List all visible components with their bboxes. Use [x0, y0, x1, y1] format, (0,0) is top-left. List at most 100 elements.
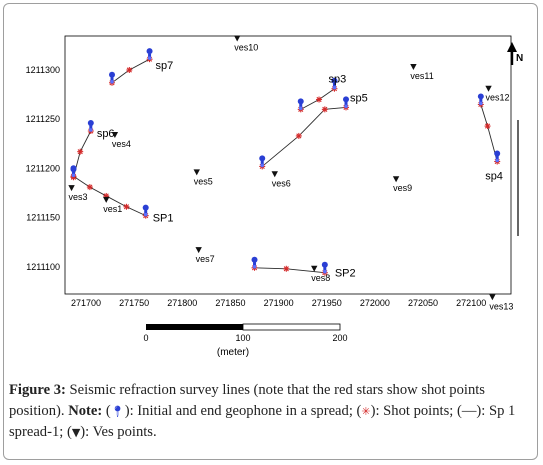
ves-triangle-icon: [392, 176, 400, 183]
scale-bar: 0 100 200 (meter): [143, 323, 348, 358]
x-tick-label: 271750: [119, 298, 149, 308]
geophone-pin-icon: [321, 261, 328, 274]
scale-unit: (meter): [217, 347, 249, 358]
geophone-pin-body: [148, 53, 152, 58]
geophone-pin-base: [323, 269, 327, 274]
geophone-pin-icon: [251, 256, 258, 269]
geophone-pin-body: [253, 262, 257, 267]
north-label: N: [516, 53, 523, 64]
geophone-pin-icon: [70, 165, 77, 178]
geophone-pin-icon: [259, 155, 266, 168]
geophone-pin-icon: [142, 204, 149, 217]
ves-point-ves13: ves13: [489, 294, 513, 311]
x-tick-label: 271700: [71, 298, 101, 308]
ves-triangle-icon: [410, 64, 417, 71]
x-tick-label: 272000: [360, 298, 390, 308]
spread-lines: sp7 sp6 SP1 sp3 sp5 sp4 SP2: [70, 48, 503, 280]
caption-text: Seismic refraction survey lines (note th…: [9, 382, 485, 419]
geophone-pin-base: [332, 85, 337, 90]
ves-point-ves8: ves8: [311, 265, 330, 283]
geophone-pin-body: [89, 125, 93, 130]
shot-point-star: [321, 106, 328, 113]
geophone-pin-icon: [477, 93, 484, 106]
ves-point-ves5: ves5: [193, 169, 213, 186]
shot-point-star: [126, 67, 133, 73]
geophone-pin-base: [147, 56, 152, 60]
shot-point-star: [295, 132, 302, 139]
caption-label: Figure 3:: [9, 382, 66, 398]
geophone-pin-icon: [331, 77, 338, 90]
spread-label: SP1: [153, 213, 174, 225]
geophone-pin-body: [332, 83, 336, 88]
geophone-pin-body: [110, 77, 114, 82]
star-stroke: [87, 184, 93, 190]
geophone-pin-head: [146, 48, 153, 55]
spread-sp4: sp4: [477, 93, 503, 183]
star-stroke: [77, 149, 83, 155]
ves-point-ves12: ves12: [485, 85, 510, 103]
caption-ves-text: ): Ves points.: [80, 424, 157, 440]
ves-triangle-icon: [489, 294, 496, 301]
ves-triangle-icon: [233, 35, 241, 42]
y-tick-label: 1211300: [26, 65, 60, 75]
caption-shot-text: ): Shot points; (: [370, 402, 462, 419]
spread-label: sp5: [350, 92, 368, 104]
ves-label: ves9: [393, 183, 412, 193]
geophone-pin-body: [323, 267, 327, 272]
shot-point-star: [86, 184, 93, 191]
geophone-pin-icon: [343, 96, 350, 109]
x-axis-labels: 271700 271750 271800 271850 271900 271950 2720…: [71, 298, 486, 308]
geophone-pin-body: [71, 170, 75, 175]
geophone-pin-body: [479, 98, 483, 103]
star-stroke: [296, 133, 302, 139]
star-stroke: [316, 96, 322, 103]
north-arrow: N: [507, 42, 523, 65]
ves-triangle-icon: [485, 85, 492, 92]
shot-point-star: [484, 123, 491, 130]
ves-label: ves12: [486, 93, 510, 103]
caption-note-label: Note:: [68, 402, 103, 419]
spread-sp3: sp3: [297, 74, 346, 113]
ves-triangle-icon: [68, 185, 75, 192]
ves-point-ves6: ves6: [271, 171, 291, 188]
spread-sp7: sp7: [109, 48, 173, 86]
ves-label: ves6: [272, 178, 291, 188]
shot-point-star: [123, 203, 130, 210]
x-tick-label: 271950: [312, 298, 342, 308]
scale-tick-100: 100: [235, 333, 250, 343]
geophone-pin-head: [259, 155, 266, 162]
geophone-pin-base: [495, 158, 500, 163]
scale-tick-200: 200: [332, 333, 347, 343]
geophone-pin-icon: [87, 120, 94, 132]
ves-point-ves7: ves7: [195, 247, 215, 264]
ves-label: ves5: [194, 176, 213, 186]
ves-label: ves3: [69, 192, 88, 202]
geophone-pin-body: [299, 103, 303, 108]
spread-label: sp3: [328, 74, 346, 86]
geophone-pin-icon: [297, 98, 304, 111]
ves-points: ves10 ves11 ves12 ves4 ves5 ves6 ves9 ves1 ves3 v…: [68, 35, 513, 311]
shot-point-star-icon: ✳: [361, 404, 371, 418]
ves-point-ves4: ves4: [111, 131, 131, 149]
shot-point-star: [283, 265, 290, 272]
spread-line-icon: —: [461, 402, 477, 419]
ves-triangle-icon: [195, 247, 202, 254]
ves-label: ves7: [196, 254, 215, 264]
x-tick-label: 271850: [215, 298, 245, 308]
figure-caption: Figure 3: Seismic refraction survey line…: [9, 380, 535, 444]
geophone-pin-base: [71, 173, 76, 178]
x-tick-label: 271800: [167, 298, 197, 308]
spread-sp1: SP1: [70, 165, 174, 225]
ves-triangle-icon: [271, 171, 278, 178]
spread-label: sp7: [156, 60, 174, 72]
caption-geophone-text: ): Initial and end geophone in a spread;: [124, 402, 353, 419]
caption-spread-text: ): Sp 1 spread-1; (: [9, 402, 516, 441]
geophone-pin-base: [298, 106, 303, 111]
geophone-pin-body: [260, 160, 264, 165]
geophone-pin-base: [110, 79, 114, 84]
ves-triangle-icon: [311, 265, 318, 272]
star-stroke: [123, 204, 130, 210]
ves-label: ves1: [103, 204, 122, 214]
geophone-pin-icon: [494, 150, 501, 163]
y-axis-labels: 1211300 1211250 1211200 1211150 1211100: [26, 65, 60, 272]
